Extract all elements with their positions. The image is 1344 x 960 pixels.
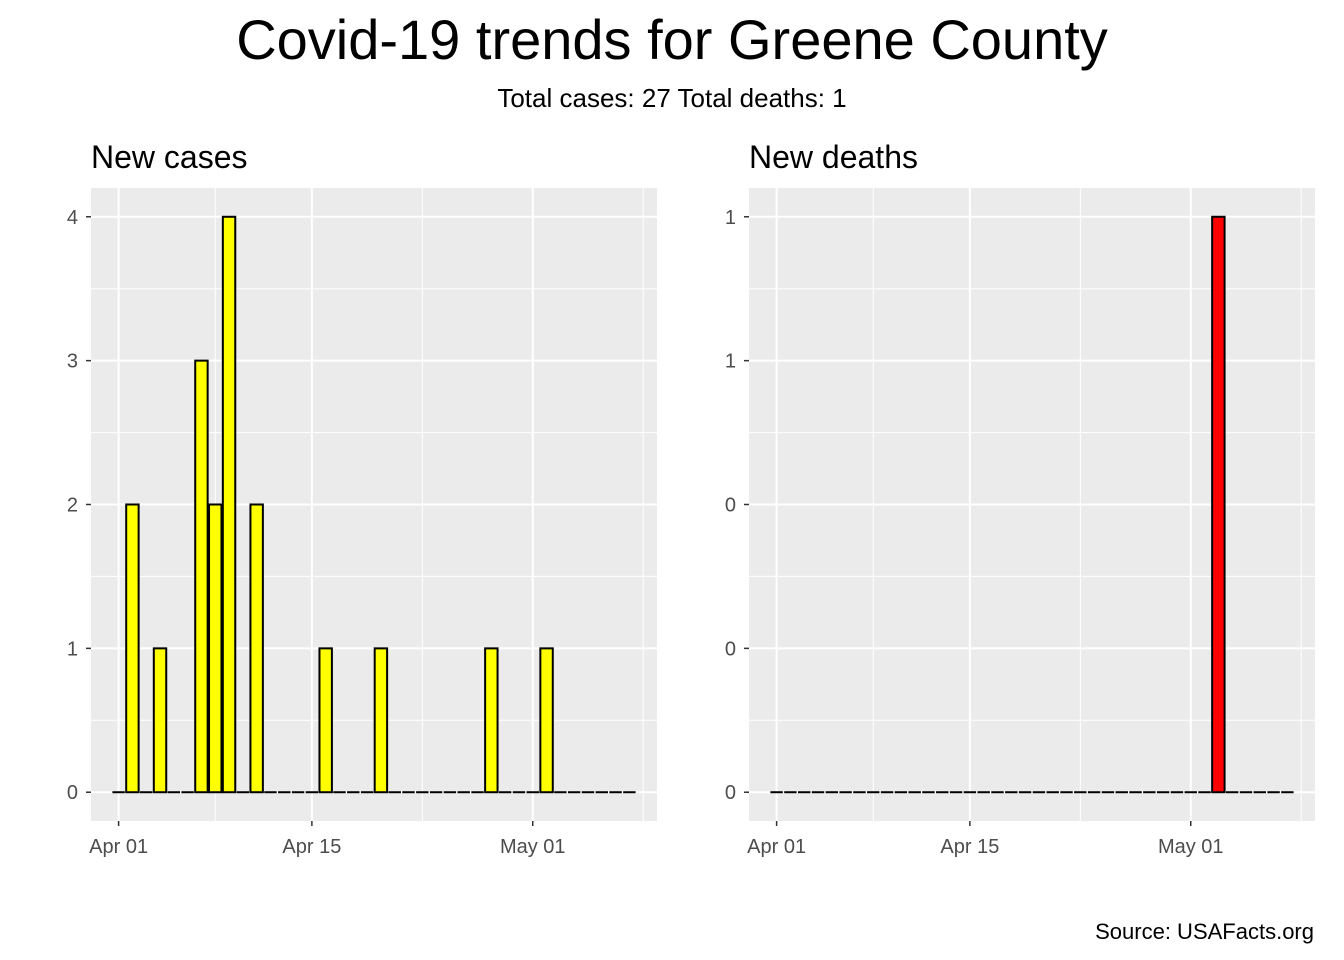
bar <box>249 503 264 794</box>
source-caption: Source: USAFacts.org <box>1095 919 1314 944</box>
y-tick-label: 1 <box>725 207 736 229</box>
y-tick-label: 0 <box>725 782 736 804</box>
y-tick-label: 1 <box>725 351 736 373</box>
y-tick-label: 0 <box>725 495 736 517</box>
bar <box>484 647 499 794</box>
x-tick-label: May 01 <box>500 836 566 858</box>
chart-subtitle: Total cases: 27 Total deaths: 1 <box>497 83 847 113</box>
panel-new-cases: New cases 0 1 2 3 4 Apr 01 Apr 15 May 01 <box>67 139 657 858</box>
x-tick-label: May 01 <box>1158 836 1224 858</box>
bar <box>152 647 168 794</box>
x-tick-label: Apr 01 <box>89 836 148 858</box>
x-tick-label: Apr 01 <box>747 836 806 858</box>
bar <box>539 647 554 794</box>
y-tick-label: 0 <box>67 782 78 804</box>
bar <box>1211 215 1226 794</box>
x-tick-label: Apr 15 <box>940 836 999 858</box>
bar <box>318 647 333 794</box>
bar <box>194 359 209 794</box>
y-tick-label: 0 <box>725 638 736 660</box>
panel-title: New cases <box>91 139 248 175</box>
panel-new-deaths: New deaths 0 0 0 1 1 Apr 01 Apr 15 May 01 <box>725 139 1315 858</box>
chart-title: Covid-19 trends for Greene County <box>236 8 1108 71</box>
y-tick-label: 4 <box>67 207 78 229</box>
y-tick-label: 1 <box>67 638 78 660</box>
x-tick-label: Apr 15 <box>282 836 341 858</box>
bar <box>373 647 389 794</box>
panel-title: New deaths <box>749 139 918 175</box>
bar <box>221 215 237 794</box>
y-tick-label: 3 <box>67 351 78 373</box>
bar <box>125 503 140 794</box>
bar <box>208 503 223 794</box>
y-tick-label: 2 <box>67 495 78 517</box>
